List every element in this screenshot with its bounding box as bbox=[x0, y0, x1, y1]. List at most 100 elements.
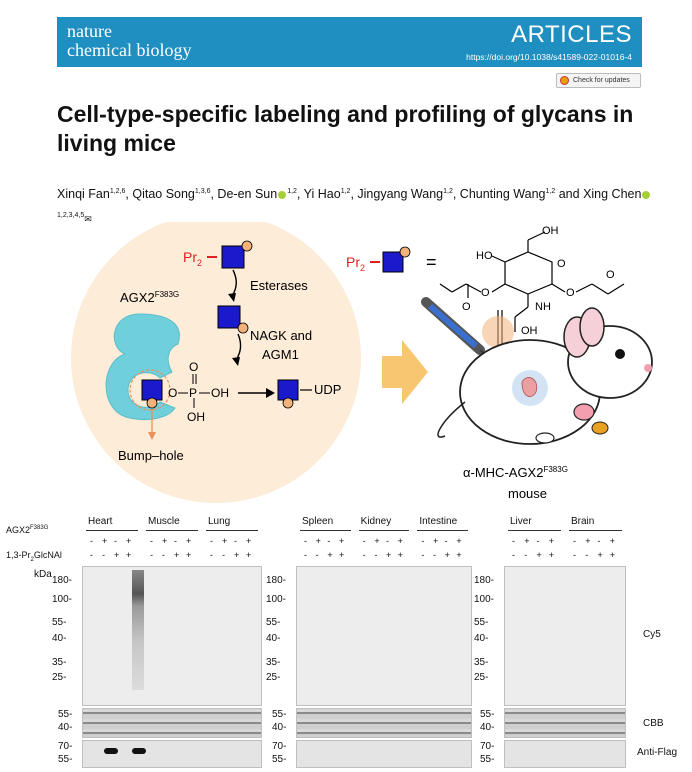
mw-marker: 35- bbox=[266, 657, 281, 668]
author-name[interactable]: De-en Sun bbox=[217, 187, 278, 202]
doi-link[interactable]: https://doi.org/10.1038/s41589-022-01016… bbox=[466, 52, 632, 62]
agx2-sign: + bbox=[102, 536, 108, 546]
author-name[interactable]: Xing Chen bbox=[583, 187, 642, 202]
propargyl-circle bbox=[399, 246, 411, 258]
mw-marker: 40- bbox=[272, 722, 287, 733]
agx2-sign: - bbox=[573, 536, 576, 546]
pr2-sign: + bbox=[397, 550, 403, 560]
group-label: Spleen bbox=[302, 516, 334, 527]
nagk-label: NAGK and bbox=[250, 328, 312, 343]
author-name[interactable]: Chunting Wang bbox=[459, 187, 546, 202]
mw-marker: 25- bbox=[52, 672, 67, 683]
anti-flag-band bbox=[104, 748, 118, 754]
group-underline bbox=[358, 530, 410, 531]
pr2-sign: - bbox=[150, 550, 153, 560]
mw-marker: 70- bbox=[272, 741, 287, 752]
affiliation-marker: 1,2 bbox=[340, 188, 351, 195]
author-name[interactable]: Xinqi Fan bbox=[57, 187, 110, 202]
pr2-sign: + bbox=[114, 550, 120, 560]
mw-marker: 55- bbox=[480, 754, 495, 765]
mw-marker: 25- bbox=[474, 672, 489, 683]
svg-text:O: O bbox=[189, 360, 198, 374]
mw-marker: 40- bbox=[480, 722, 495, 733]
group-underline bbox=[417, 530, 468, 531]
pr2-sign: - bbox=[573, 550, 576, 560]
pr2-sign: - bbox=[374, 550, 378, 560]
agx2-sign: + bbox=[222, 536, 228, 546]
mw-marker: 55- bbox=[266, 617, 281, 628]
schematic-figure: Pr2 Esterases NAGK and AGM1 AGX2F383G O … bbox=[71, 222, 653, 503]
mw-marker: 35- bbox=[474, 657, 489, 668]
cbb-gel-panel bbox=[82, 708, 262, 738]
pr2-sign: + bbox=[186, 550, 192, 560]
agx2-sign: + bbox=[315, 536, 321, 546]
anti-flag-gel-panel bbox=[296, 740, 472, 768]
pr2-sign: + bbox=[174, 550, 180, 560]
agx2-sign: - bbox=[327, 536, 331, 546]
svg-text:OH: OH bbox=[211, 386, 229, 400]
agx2-sign: - bbox=[150, 536, 153, 546]
propargyl-circle bbox=[237, 322, 249, 334]
mouse-line-label: α-MHC-AGX2F383G bbox=[463, 465, 568, 480]
cbb-gel-panel bbox=[296, 708, 472, 738]
group-label: Heart bbox=[88, 516, 113, 527]
mw-marker: 35- bbox=[52, 657, 67, 668]
affiliation-marker: 1,2 bbox=[545, 188, 556, 195]
mw-marker: 55- bbox=[58, 754, 73, 765]
pr2-sign: + bbox=[609, 550, 616, 560]
pr2-sign: - bbox=[210, 550, 213, 560]
svg-text:=: = bbox=[426, 252, 437, 272]
agx2-sign: - bbox=[444, 536, 448, 546]
group-label: Intestine bbox=[419, 516, 458, 527]
agx2-sign: + bbox=[186, 536, 192, 546]
mw-marker: 100- bbox=[52, 594, 73, 605]
author-list: Xinqi Fan1,2,6, Qitao Song1,3,6, De-en S… bbox=[57, 181, 657, 230]
mw-marker: 100- bbox=[266, 594, 287, 605]
anti-flag-gel-panel bbox=[504, 740, 626, 768]
agx2-sign: + bbox=[246, 536, 252, 546]
agx2-sign: + bbox=[126, 536, 132, 546]
pr2-sign: - bbox=[102, 550, 105, 560]
agx2-sign: + bbox=[609, 536, 616, 546]
journal-name[interactable]: nature chemical biology bbox=[67, 21, 192, 60]
pr2-sign: - bbox=[222, 550, 225, 560]
orcid-icon[interactable] bbox=[642, 190, 651, 199]
author-name[interactable]: Yi Hao bbox=[303, 187, 341, 202]
group-underline bbox=[146, 530, 198, 531]
western-blot-figure: AGX2F383G 1,3-Pr2GlcNAl kDa Cy5 CBB Anti… bbox=[0, 512, 692, 772]
group-underline bbox=[569, 530, 622, 531]
journal-header: nature chemical biology ARTICLES https:/… bbox=[57, 17, 642, 67]
pr2-sign: + bbox=[339, 550, 345, 560]
mw-marker: 55- bbox=[58, 709, 73, 720]
mw-marker: 70- bbox=[480, 741, 495, 752]
pr2-sign: + bbox=[234, 550, 240, 560]
agx2-sign: - bbox=[597, 536, 601, 546]
propargyl-circle bbox=[146, 397, 158, 409]
udp-label: UDP bbox=[314, 382, 341, 397]
pr2-label: Pr2 bbox=[346, 254, 365, 273]
agx2-sign: - bbox=[114, 536, 117, 546]
mw-marker: 55- bbox=[272, 709, 287, 720]
pr2-sign: + bbox=[456, 550, 462, 560]
agx2-sign: - bbox=[90, 536, 93, 546]
pr2-sign: + bbox=[327, 550, 333, 560]
agx2-sign: + bbox=[456, 536, 462, 546]
mw-marker: 55- bbox=[480, 709, 495, 720]
cy5-gel-panel bbox=[82, 566, 262, 706]
email-icon[interactable]: ✉ bbox=[84, 214, 92, 225]
propargyl-circle bbox=[241, 240, 253, 252]
pr2-sign: - bbox=[421, 550, 425, 560]
agx2-sign: + bbox=[524, 536, 530, 546]
svg-text:O: O bbox=[606, 269, 615, 281]
agx2-sign: - bbox=[304, 536, 307, 546]
cell-background bbox=[71, 222, 361, 503]
pr2-sign: - bbox=[90, 550, 93, 560]
group-underline bbox=[300, 530, 351, 531]
mw-marker: 100- bbox=[474, 594, 495, 605]
author-name[interactable]: Qitao Song bbox=[132, 187, 195, 202]
agx2-sign: - bbox=[362, 536, 366, 546]
check-for-updates-button[interactable]: Check for updates bbox=[556, 73, 641, 88]
author-name[interactable]: Jingyang Wang bbox=[357, 187, 444, 202]
pr2-sign: - bbox=[524, 550, 528, 560]
orcid-icon[interactable] bbox=[278, 190, 287, 199]
